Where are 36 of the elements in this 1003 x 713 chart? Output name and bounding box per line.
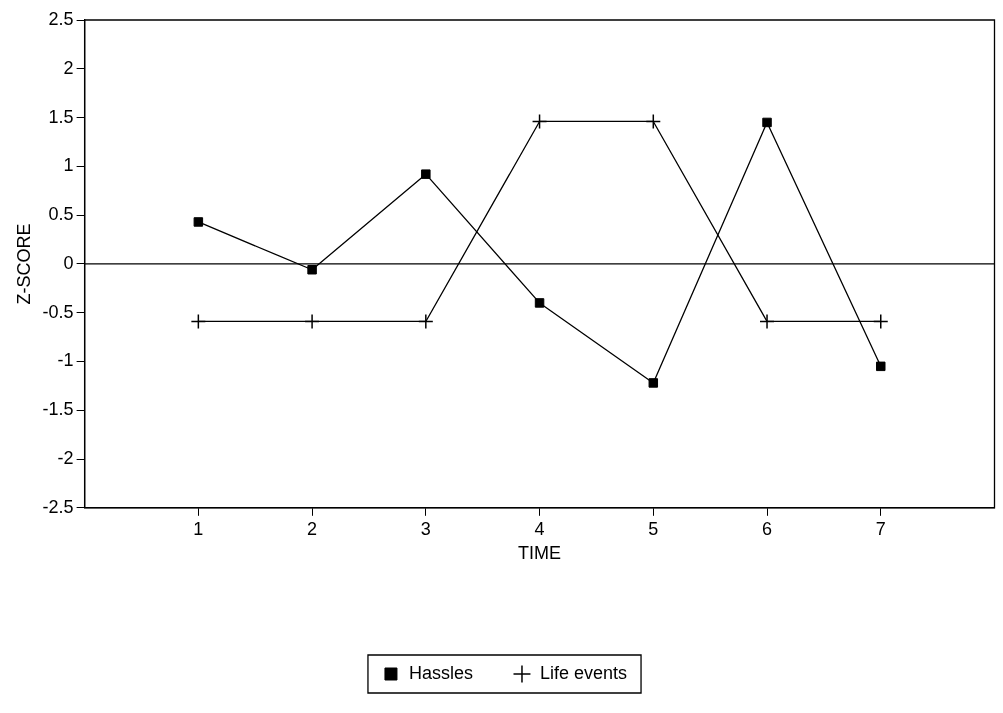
point — [307, 265, 317, 275]
x-tick-label: 6 — [762, 518, 773, 539]
point — [190, 313, 207, 330]
y-tick-label: 0 — [63, 252, 74, 273]
point — [648, 378, 659, 388]
x-axis-title: TIME — [518, 543, 562, 564]
point — [534, 298, 545, 308]
point — [762, 117, 772, 128]
x-tick-label: 3 — [420, 518, 431, 539]
y-tick-label: -0.5 — [42, 301, 74, 322]
y-axis-title: Z-SCORE — [13, 223, 34, 305]
y-tick-label: -2.5 — [42, 496, 74, 517]
y-tick-label: 1 — [63, 155, 74, 176]
x-tick-label: 5 — [648, 518, 659, 539]
y-tick-label: -1.5 — [42, 399, 74, 420]
point — [645, 113, 662, 130]
point — [531, 113, 548, 130]
point — [876, 361, 886, 372]
point — [304, 313, 320, 330]
x-tick-label: 2 — [307, 518, 318, 539]
legend-label: Life events — [539, 662, 628, 683]
y-tick-label: -2 — [57, 447, 74, 468]
point — [418, 313, 434, 330]
y-tick-label: 0.5 — [48, 204, 74, 225]
x-tick-label: 1 — [193, 518, 204, 539]
y-tick-label: 2 — [63, 57, 74, 78]
point — [873, 313, 889, 330]
y-tick-label: -1 — [57, 350, 74, 371]
legend-label: Hassles — [408, 662, 473, 683]
point — [421, 169, 431, 179]
point — [193, 217, 204, 227]
x-tick-label: 4 — [534, 518, 545, 539]
x-tick-label: 7 — [875, 518, 886, 539]
y-tick-label: 1.5 — [48, 106, 74, 127]
point — [759, 313, 775, 330]
y-tick-label: 2.5 — [48, 8, 74, 29]
